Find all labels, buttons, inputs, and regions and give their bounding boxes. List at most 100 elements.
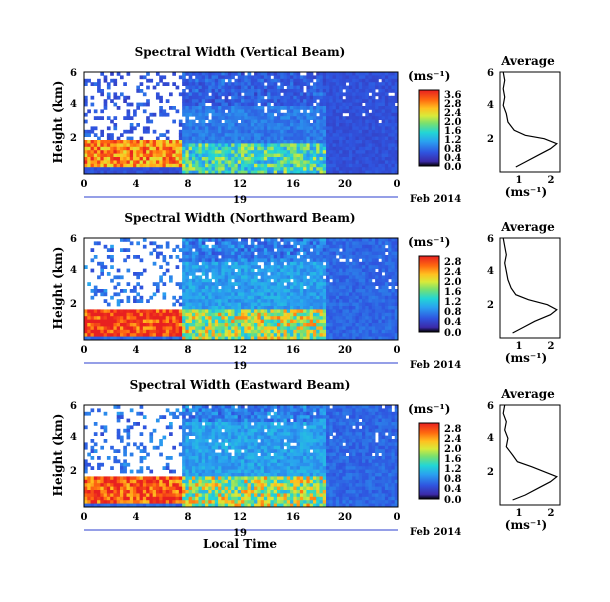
- heatmap-cell: [127, 323, 131, 327]
- heatmap-cell: [349, 120, 353, 124]
- heatmap-cell: [107, 126, 111, 130]
- heatmap-cell: [257, 130, 261, 134]
- heatmap-cell: [290, 275, 294, 279]
- heatmap-cell: [185, 126, 189, 130]
- heatmap-cell: [113, 483, 117, 487]
- heatmap-cell: [369, 282, 373, 286]
- heatmap-cell: [172, 150, 176, 154]
- heatmap-cell: [202, 157, 206, 161]
- heatmap-cell: [202, 120, 206, 124]
- heatmap-cell: [326, 133, 330, 137]
- heatmap-cell: [146, 323, 150, 327]
- heatmap-cell: [277, 99, 281, 103]
- heatmap-cell: [257, 248, 261, 252]
- heatmap-cell: [378, 160, 382, 164]
- heatmap-cell: [195, 150, 199, 154]
- heatmap-cell: [313, 296, 317, 300]
- heatmap-cell: [91, 439, 95, 443]
- heatmap-cell: [120, 436, 124, 440]
- heatmap-cell: [369, 99, 373, 103]
- heatmap-cell: [310, 157, 314, 161]
- heatmap-cell: [179, 143, 183, 147]
- heatmap-cell: [300, 272, 304, 276]
- heatmap-cell: [306, 255, 310, 259]
- heatmap-cell: [189, 167, 193, 171]
- heatmap-cell: [244, 130, 248, 134]
- heatmap-cell: [192, 241, 196, 245]
- heatmap-cell: [284, 154, 288, 158]
- heatmap-cell: [261, 86, 265, 90]
- heatmap-cell: [84, 265, 88, 269]
- heatmap-cell: [326, 103, 330, 107]
- heatmap-cell: [287, 143, 291, 147]
- heatmap-cell: [100, 72, 104, 76]
- heatmap-cell: [84, 79, 88, 83]
- heatmap-cell: [355, 109, 359, 113]
- heatmap-cell: [257, 96, 261, 100]
- heatmap-cell: [221, 147, 225, 151]
- heatmap-cell: [251, 154, 255, 158]
- heatmap-cell: [123, 248, 127, 252]
- heatmap-cell: [346, 309, 350, 313]
- heatmap-cell: [130, 103, 134, 107]
- heatmap-cell: [84, 130, 88, 134]
- heatmap-cell: [261, 255, 265, 259]
- heatmap-cell: [149, 252, 153, 256]
- heatmap-cell: [372, 275, 376, 279]
- heatmap-cell: [303, 262, 307, 266]
- heatmap-cell: [267, 75, 271, 79]
- heatmap-cell: [336, 154, 340, 158]
- heatmap-cell: [375, 333, 379, 337]
- heatmap-cell: [346, 133, 350, 137]
- heatmap-cell: [107, 133, 111, 137]
- heatmap-cell: [94, 109, 98, 113]
- heatmap-cell: [120, 143, 124, 147]
- heatmap-cell: [349, 157, 353, 161]
- heatmap-cell: [212, 303, 216, 307]
- heatmap-cell: [257, 164, 261, 168]
- heatmap-cell: [179, 157, 183, 161]
- heatmap-cell: [107, 272, 111, 276]
- heatmap-cell: [280, 265, 284, 269]
- heatmap-cell: [372, 113, 376, 117]
- heatmap-cell: [284, 313, 288, 317]
- heatmap-cell: [388, 316, 392, 320]
- heatmap-cell: [280, 106, 284, 110]
- heatmap-cell: [375, 296, 379, 300]
- heatmap-cell: [280, 120, 284, 124]
- heatmap-cell: [287, 241, 291, 245]
- heatmap-cell: [342, 150, 346, 154]
- heatmap-cell: [369, 103, 373, 107]
- heatmap-cell: [267, 265, 271, 269]
- heatmap-cell: [391, 292, 395, 296]
- heatmap-cell: [352, 279, 356, 283]
- heatmap-cell: [130, 480, 134, 484]
- heatmap-cell: [248, 96, 252, 100]
- heatmap-cell: [303, 133, 307, 137]
- heatmap-cell: [202, 75, 206, 79]
- heatmap-cell: [195, 137, 199, 141]
- heatmap-cell: [130, 316, 134, 320]
- heatmap-cell: [212, 150, 216, 154]
- heatmap-cell: [261, 258, 265, 262]
- heatmap-cell: [369, 123, 373, 127]
- heatmap-cell: [280, 289, 284, 293]
- heatmap-cell: [323, 313, 327, 317]
- heatmap-cell: [310, 133, 314, 137]
- heatmap-cell: [182, 289, 186, 293]
- heatmap-cell: [234, 316, 238, 320]
- heatmap-cell: [198, 160, 202, 164]
- heatmap-cell: [159, 167, 163, 171]
- heatmap-cell: [385, 323, 389, 327]
- heatmap-cell: [277, 303, 281, 307]
- heatmap-cell: [293, 303, 297, 307]
- heatmap-cell: [231, 157, 235, 161]
- heatmap-cell: [391, 333, 395, 337]
- x-tick-label: 20: [338, 345, 352, 356]
- heatmap-cell: [359, 296, 363, 300]
- heatmap-cell: [310, 160, 314, 164]
- heatmap-cell: [264, 157, 268, 161]
- heatmap-cell: [159, 330, 163, 334]
- heatmap-cell: [218, 252, 222, 256]
- heatmap-cell: [284, 296, 288, 300]
